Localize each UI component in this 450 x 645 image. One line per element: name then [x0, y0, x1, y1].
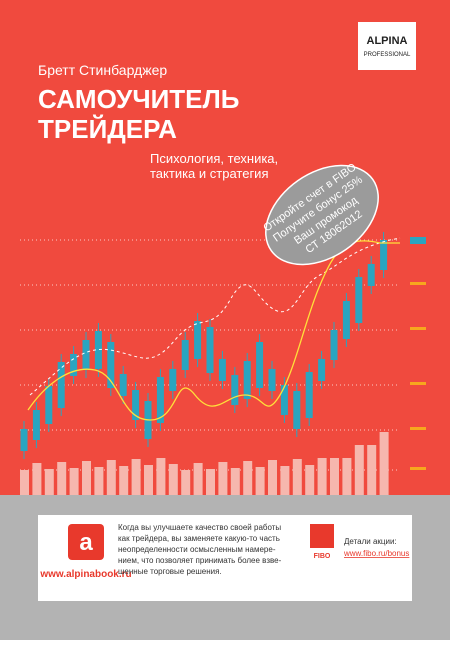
candle-body: [82, 340, 90, 370]
candle-body: [181, 340, 189, 370]
volume-bar: [181, 470, 191, 495]
red-background: [0, 0, 450, 495]
candle-body: [268, 369, 276, 391]
candle-body: [107, 342, 115, 388]
footer-line: неопределенности осмысленным намере-: [118, 545, 276, 554]
volume-bar: [367, 445, 377, 495]
candle-body: [206, 327, 214, 373]
candle-body: [20, 429, 28, 451]
subtitle-line: тактика и стратегия: [150, 166, 269, 181]
volume-bar: [243, 461, 253, 495]
volume-bar: [255, 467, 265, 495]
volume-bar: [82, 461, 91, 495]
candle-body: [318, 359, 326, 381]
volume-bar: [342, 458, 352, 495]
details: Детали акции:: [344, 537, 397, 546]
volume-bar: [69, 468, 79, 495]
footer-line: Когда вы улучшаете качество своей работы: [118, 523, 281, 532]
logo-box: [358, 22, 416, 70]
volume-bar: [20, 470, 29, 495]
candle-body: [243, 361, 251, 399]
candle-body: [305, 372, 313, 418]
marker: [410, 327, 426, 330]
volume-bar: [354, 445, 364, 495]
volume-bar: [193, 463, 203, 495]
marker: [410, 382, 426, 385]
candle-body: [330, 330, 338, 360]
candle-body: [256, 342, 264, 388]
alpina-icon-letter: a: [79, 529, 93, 556]
candle-body: [231, 375, 239, 405]
volume-bar: [330, 458, 339, 495]
volume-bar: [144, 465, 153, 495]
footer-text: Когда вы улучшаете качество своей работы…: [118, 523, 282, 576]
candle-body: [57, 362, 65, 408]
alpina-icon: [68, 524, 104, 560]
candle-body: [380, 240, 388, 270]
candle-body: [32, 410, 40, 440]
marker: [410, 427, 426, 430]
promo-badge: Откройте счет в FIBO Получите бонус 25% …: [261, 161, 379, 266]
volume-bar: [317, 458, 327, 495]
dashed-line: [29, 237, 401, 396]
title-line: САМОУЧИТЕЛЬ: [38, 84, 239, 114]
subtitle-line: Психология, техника,: [150, 151, 278, 166]
candle-body: [194, 321, 202, 359]
volume-bar: [168, 464, 178, 495]
volume-bar: [292, 459, 302, 495]
volume-bar: [379, 432, 389, 495]
chart-decoration: [20, 232, 426, 495]
volume-bar: [268, 460, 277, 495]
marker: [410, 467, 426, 470]
volume-bar: [206, 469, 215, 495]
candle-body: [156, 377, 164, 423]
footer-line: нием, что позволяет принимать более взве…: [118, 556, 282, 565]
candle-body: [70, 354, 78, 376]
fibo-label: FIBO: [314, 553, 331, 560]
volume-bar: [131, 459, 141, 495]
badge-shape: [265, 164, 379, 266]
candle-body: [218, 359, 226, 381]
candle-body: [169, 369, 177, 391]
yellow-line: [27, 240, 400, 421]
marker: [410, 237, 426, 244]
volume-bar: [156, 458, 166, 495]
marker: [410, 282, 426, 285]
volume-bar: [305, 465, 315, 495]
candle-body: [94, 331, 102, 369]
logo-name: ALPINA: [367, 35, 408, 47]
link[interactable]: www.fibo.ru/bonus: [343, 549, 409, 558]
logo-sub: PROFESSIONAL: [364, 52, 411, 58]
candle-body: [355, 277, 363, 323]
fibo-icon: [310, 524, 334, 548]
volume-bar: [230, 468, 240, 495]
volume-bar: [32, 463, 42, 495]
author: Бретт Стинбарджер: [38, 62, 167, 78]
volume-bar: [44, 469, 54, 495]
site: www.alpinabook.ru: [39, 569, 131, 580]
candle-body: [119, 374, 127, 396]
volume-bar: [218, 462, 228, 495]
candle-body: [280, 385, 288, 415]
volume-bar: [106, 460, 116, 495]
title-line: ТРЕЙДЕРА: [38, 114, 177, 144]
candle-body: [45, 386, 53, 424]
volume-bar: [57, 462, 67, 495]
candle-body: [132, 390, 140, 420]
candle-body: [293, 391, 301, 429]
volume-bar: [94, 467, 104, 495]
candle-body: [367, 264, 375, 286]
candle-body: [342, 301, 350, 339]
footer-line: как трейдера, вы заменяете какую-то част…: [118, 534, 280, 543]
volume-bar: [119, 466, 129, 495]
volume-bar: [280, 466, 290, 495]
footer-line: шенные торговые решения.: [118, 567, 222, 576]
